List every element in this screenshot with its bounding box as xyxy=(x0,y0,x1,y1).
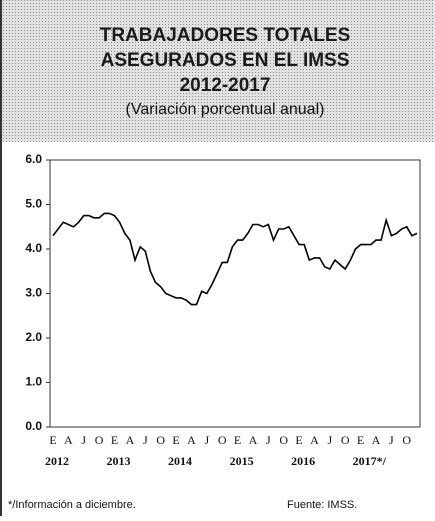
x-tick-label: E xyxy=(357,433,364,447)
x-tick-label: A xyxy=(187,433,196,447)
year-label: 2016 xyxy=(291,454,315,468)
title-line: TRABAJADORES TOTALES xyxy=(100,25,351,46)
x-tick-label: J xyxy=(81,433,86,447)
plot-frame xyxy=(49,159,421,428)
year-label: 2015 xyxy=(230,454,254,468)
year-label: 2013 xyxy=(107,454,131,468)
footnote: */Información a diciembre. xyxy=(8,499,136,511)
year-label: 2014 xyxy=(168,454,192,468)
x-tick-label: A xyxy=(249,433,258,447)
x-tick-label: J xyxy=(389,433,394,447)
x-tick-label: E xyxy=(172,433,179,447)
x-tick-label: O xyxy=(341,433,350,447)
x-tick-label: A xyxy=(310,433,319,447)
x-tick-label: E xyxy=(49,433,56,447)
x-tick-label: J xyxy=(143,433,148,447)
x-tick-label: O xyxy=(279,433,288,447)
x-tick-label: O xyxy=(402,433,411,447)
subtitle: (Variación porcentual anual) xyxy=(126,101,325,118)
x-tick-label: O xyxy=(95,433,104,447)
year-label: 2017*/ xyxy=(353,454,387,468)
title-line: ASEGURADOS EN EL IMSS xyxy=(101,50,350,71)
year-label: 2012 xyxy=(45,454,69,468)
x-tick-label: J xyxy=(204,433,209,447)
x-tick-label: J xyxy=(266,433,271,447)
y-tick-label: 5.0 xyxy=(25,197,42,211)
y-tick-label: 1.0 xyxy=(25,375,42,389)
x-tick-label: J xyxy=(328,433,333,447)
x-tick-label: O xyxy=(218,433,227,447)
x-tick-label: E xyxy=(234,433,241,447)
title-line: 2012-2017 xyxy=(180,75,271,96)
y-tick-label: 0.0 xyxy=(25,419,42,433)
header-band xyxy=(0,0,435,142)
x-tick-label: A xyxy=(64,433,73,447)
x-tick-label: O xyxy=(156,433,165,447)
x-tick-label: A xyxy=(126,433,135,447)
x-tick-label: A xyxy=(372,433,381,447)
y-tick-label: 2.0 xyxy=(25,330,42,344)
y-tick-label: 6.0 xyxy=(25,152,42,166)
series-line xyxy=(52,212,418,306)
y-tick-label: 3.0 xyxy=(25,286,42,300)
x-tick-label: E xyxy=(111,433,118,447)
y-tick-label: 4.0 xyxy=(25,241,42,255)
source: Fuente: IMSS. xyxy=(287,499,357,511)
x-tick-label: E xyxy=(295,433,302,447)
